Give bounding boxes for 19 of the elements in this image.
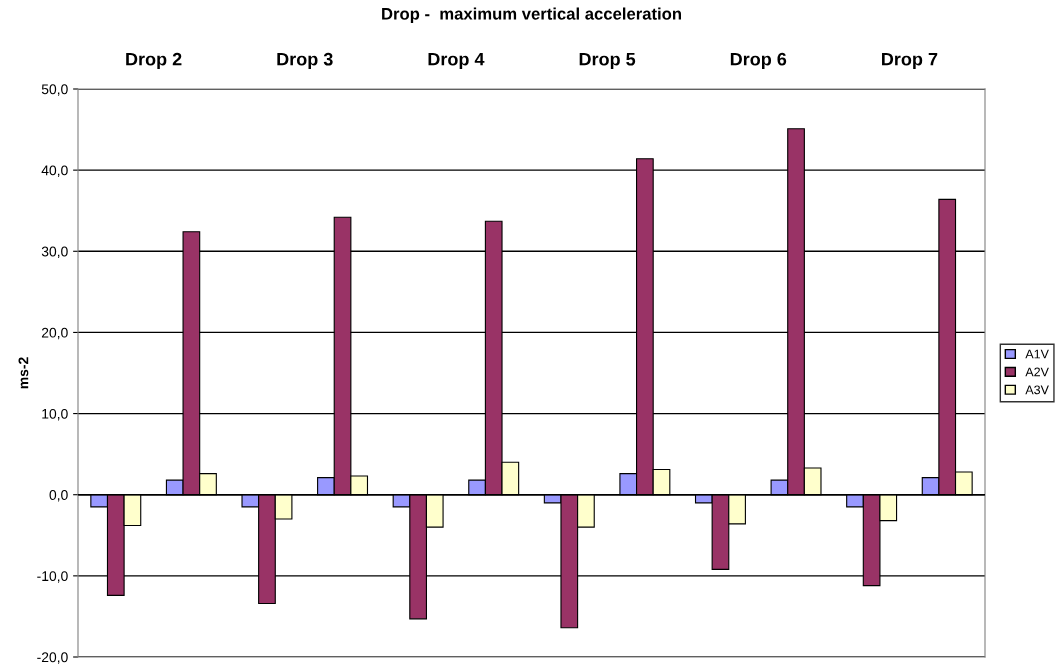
- y-axis-title: ms-2: [18, 357, 29, 389]
- text: Drop 5: [579, 52, 636, 70]
- y-tick-label: 40,0: [41, 165, 68, 177]
- text: Drop 2: [126, 52, 182, 70]
- y-tick-label: -20,0: [37, 652, 68, 664]
- y-tick-label: -10,0: [37, 571, 68, 583]
- y-tick-label: 0,0: [49, 490, 68, 502]
- legend-label: A1V: [1025, 349, 1049, 359]
- text: Drop 4: [428, 52, 485, 70]
- y-tick-label: 30,0: [41, 246, 68, 259]
- y-tick-label: 20,0: [41, 327, 68, 340]
- y-tick-label: 50,0: [41, 84, 68, 96]
- y-tick-label: 10,0: [42, 408, 68, 421]
- legend-label: A2V: [1025, 367, 1049, 377]
- text: Drop 6: [730, 52, 787, 70]
- text: Drop 7: [882, 52, 938, 70]
- legend-label: A3V: [1025, 385, 1049, 395]
- chart-title: Drop - maximum vertical acceleration: [382, 7, 681, 24]
- text: Drop 3: [277, 52, 333, 70]
